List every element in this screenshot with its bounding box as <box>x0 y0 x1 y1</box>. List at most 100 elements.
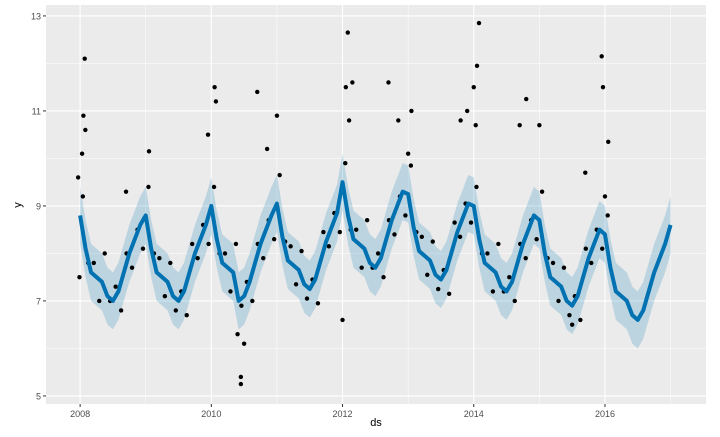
observed-point <box>457 234 463 239</box>
observed-point <box>146 149 152 154</box>
observed-point <box>485 251 490 256</box>
observed-point <box>326 244 332 249</box>
observed-point <box>97 298 102 304</box>
observed-point <box>345 30 350 35</box>
x-tick-label: 2008 <box>70 409 90 419</box>
observed-point <box>102 251 107 256</box>
observed-point <box>446 291 452 296</box>
x-tick-label: 2016 <box>595 409 615 419</box>
observed-point <box>561 265 567 270</box>
observed-point <box>264 146 270 152</box>
observed-point <box>299 248 304 254</box>
observed-point <box>118 308 124 313</box>
observed-point <box>343 84 349 90</box>
observed-point <box>589 260 594 266</box>
observed-point <box>346 118 352 123</box>
observed-point <box>206 241 211 247</box>
observed-point <box>452 220 457 225</box>
observed-point <box>474 63 480 68</box>
observed-point <box>212 84 217 90</box>
observed-point <box>512 298 517 304</box>
observed-point <box>222 251 228 256</box>
observed-point <box>583 170 588 175</box>
observed-point <box>419 234 425 239</box>
observed-point <box>173 308 178 313</box>
observed-point <box>113 284 118 289</box>
observed-point <box>195 255 200 261</box>
observed-point <box>359 265 364 270</box>
uncertainty-band <box>80 153 671 349</box>
observed-point <box>315 301 321 306</box>
observed-point <box>80 194 86 199</box>
observed-point <box>343 160 348 166</box>
observed-point <box>600 246 605 251</box>
observed-point <box>408 163 414 168</box>
x-tick-label: 2010 <box>201 409 221 419</box>
observed-point <box>79 151 85 156</box>
observed-point <box>458 118 463 123</box>
observed-point <box>474 184 479 190</box>
y-tick-label: 11 <box>32 106 41 116</box>
observed-point <box>567 312 572 318</box>
x-tick-label: 2014 <box>464 409 484 419</box>
observed-point <box>350 80 355 85</box>
observed-point <box>476 20 482 26</box>
uncertainty-interval <box>80 153 671 349</box>
observed-point <box>250 298 255 304</box>
observed-point <box>238 374 244 380</box>
observed-point <box>168 260 173 266</box>
observed-point <box>471 84 476 90</box>
observed-point <box>205 132 211 137</box>
observed-point <box>430 239 435 244</box>
observed-point <box>600 84 606 90</box>
observed-point <box>82 56 87 61</box>
observed-point <box>605 213 610 218</box>
observed-point <box>578 317 583 323</box>
observed-point <box>162 293 168 299</box>
observed-point <box>517 122 522 128</box>
observed-point <box>602 194 608 199</box>
observed-point <box>507 274 512 280</box>
observed-point <box>321 229 326 235</box>
observed-point <box>91 260 96 266</box>
observed-point <box>354 227 359 232</box>
observed-point <box>255 89 260 95</box>
y-tick-label: 7 <box>36 296 41 306</box>
observed-point <box>375 251 381 256</box>
observed-point <box>304 296 310 301</box>
observed-point <box>337 229 343 235</box>
observed-point <box>364 217 370 223</box>
observed-point <box>129 265 135 270</box>
observed-point <box>468 220 474 225</box>
observed-point <box>583 246 589 251</box>
observed-point <box>606 139 611 144</box>
x-axis-label: ds <box>370 417 382 429</box>
observed-point <box>425 272 430 277</box>
observed-point <box>213 99 219 104</box>
observed-point <box>550 260 556 266</box>
observed-point <box>396 118 401 123</box>
observed-point <box>496 241 501 247</box>
observed-point <box>464 108 470 114</box>
observed-point <box>233 241 239 247</box>
observed-point <box>340 317 345 323</box>
observed-point <box>228 289 233 294</box>
observed-point <box>235 331 240 337</box>
observed-point <box>241 341 247 346</box>
observed-point <box>238 381 244 387</box>
observed-point <box>272 236 277 242</box>
observed-point <box>473 122 478 128</box>
observed-point <box>403 213 408 218</box>
plot-panel <box>46 5 706 404</box>
observed-point <box>523 255 528 261</box>
observed-point <box>392 232 397 237</box>
observed-point <box>157 255 162 261</box>
observed-point <box>189 241 195 247</box>
axes: 5 7 9 11 13 2008 2010 2012 2014 2016 <box>31 11 615 419</box>
observed-point <box>146 184 151 190</box>
observed-point <box>81 113 86 118</box>
observed-point <box>381 274 386 280</box>
observed-point <box>569 322 575 327</box>
observed-point <box>409 108 414 114</box>
observed-point <box>277 172 282 178</box>
